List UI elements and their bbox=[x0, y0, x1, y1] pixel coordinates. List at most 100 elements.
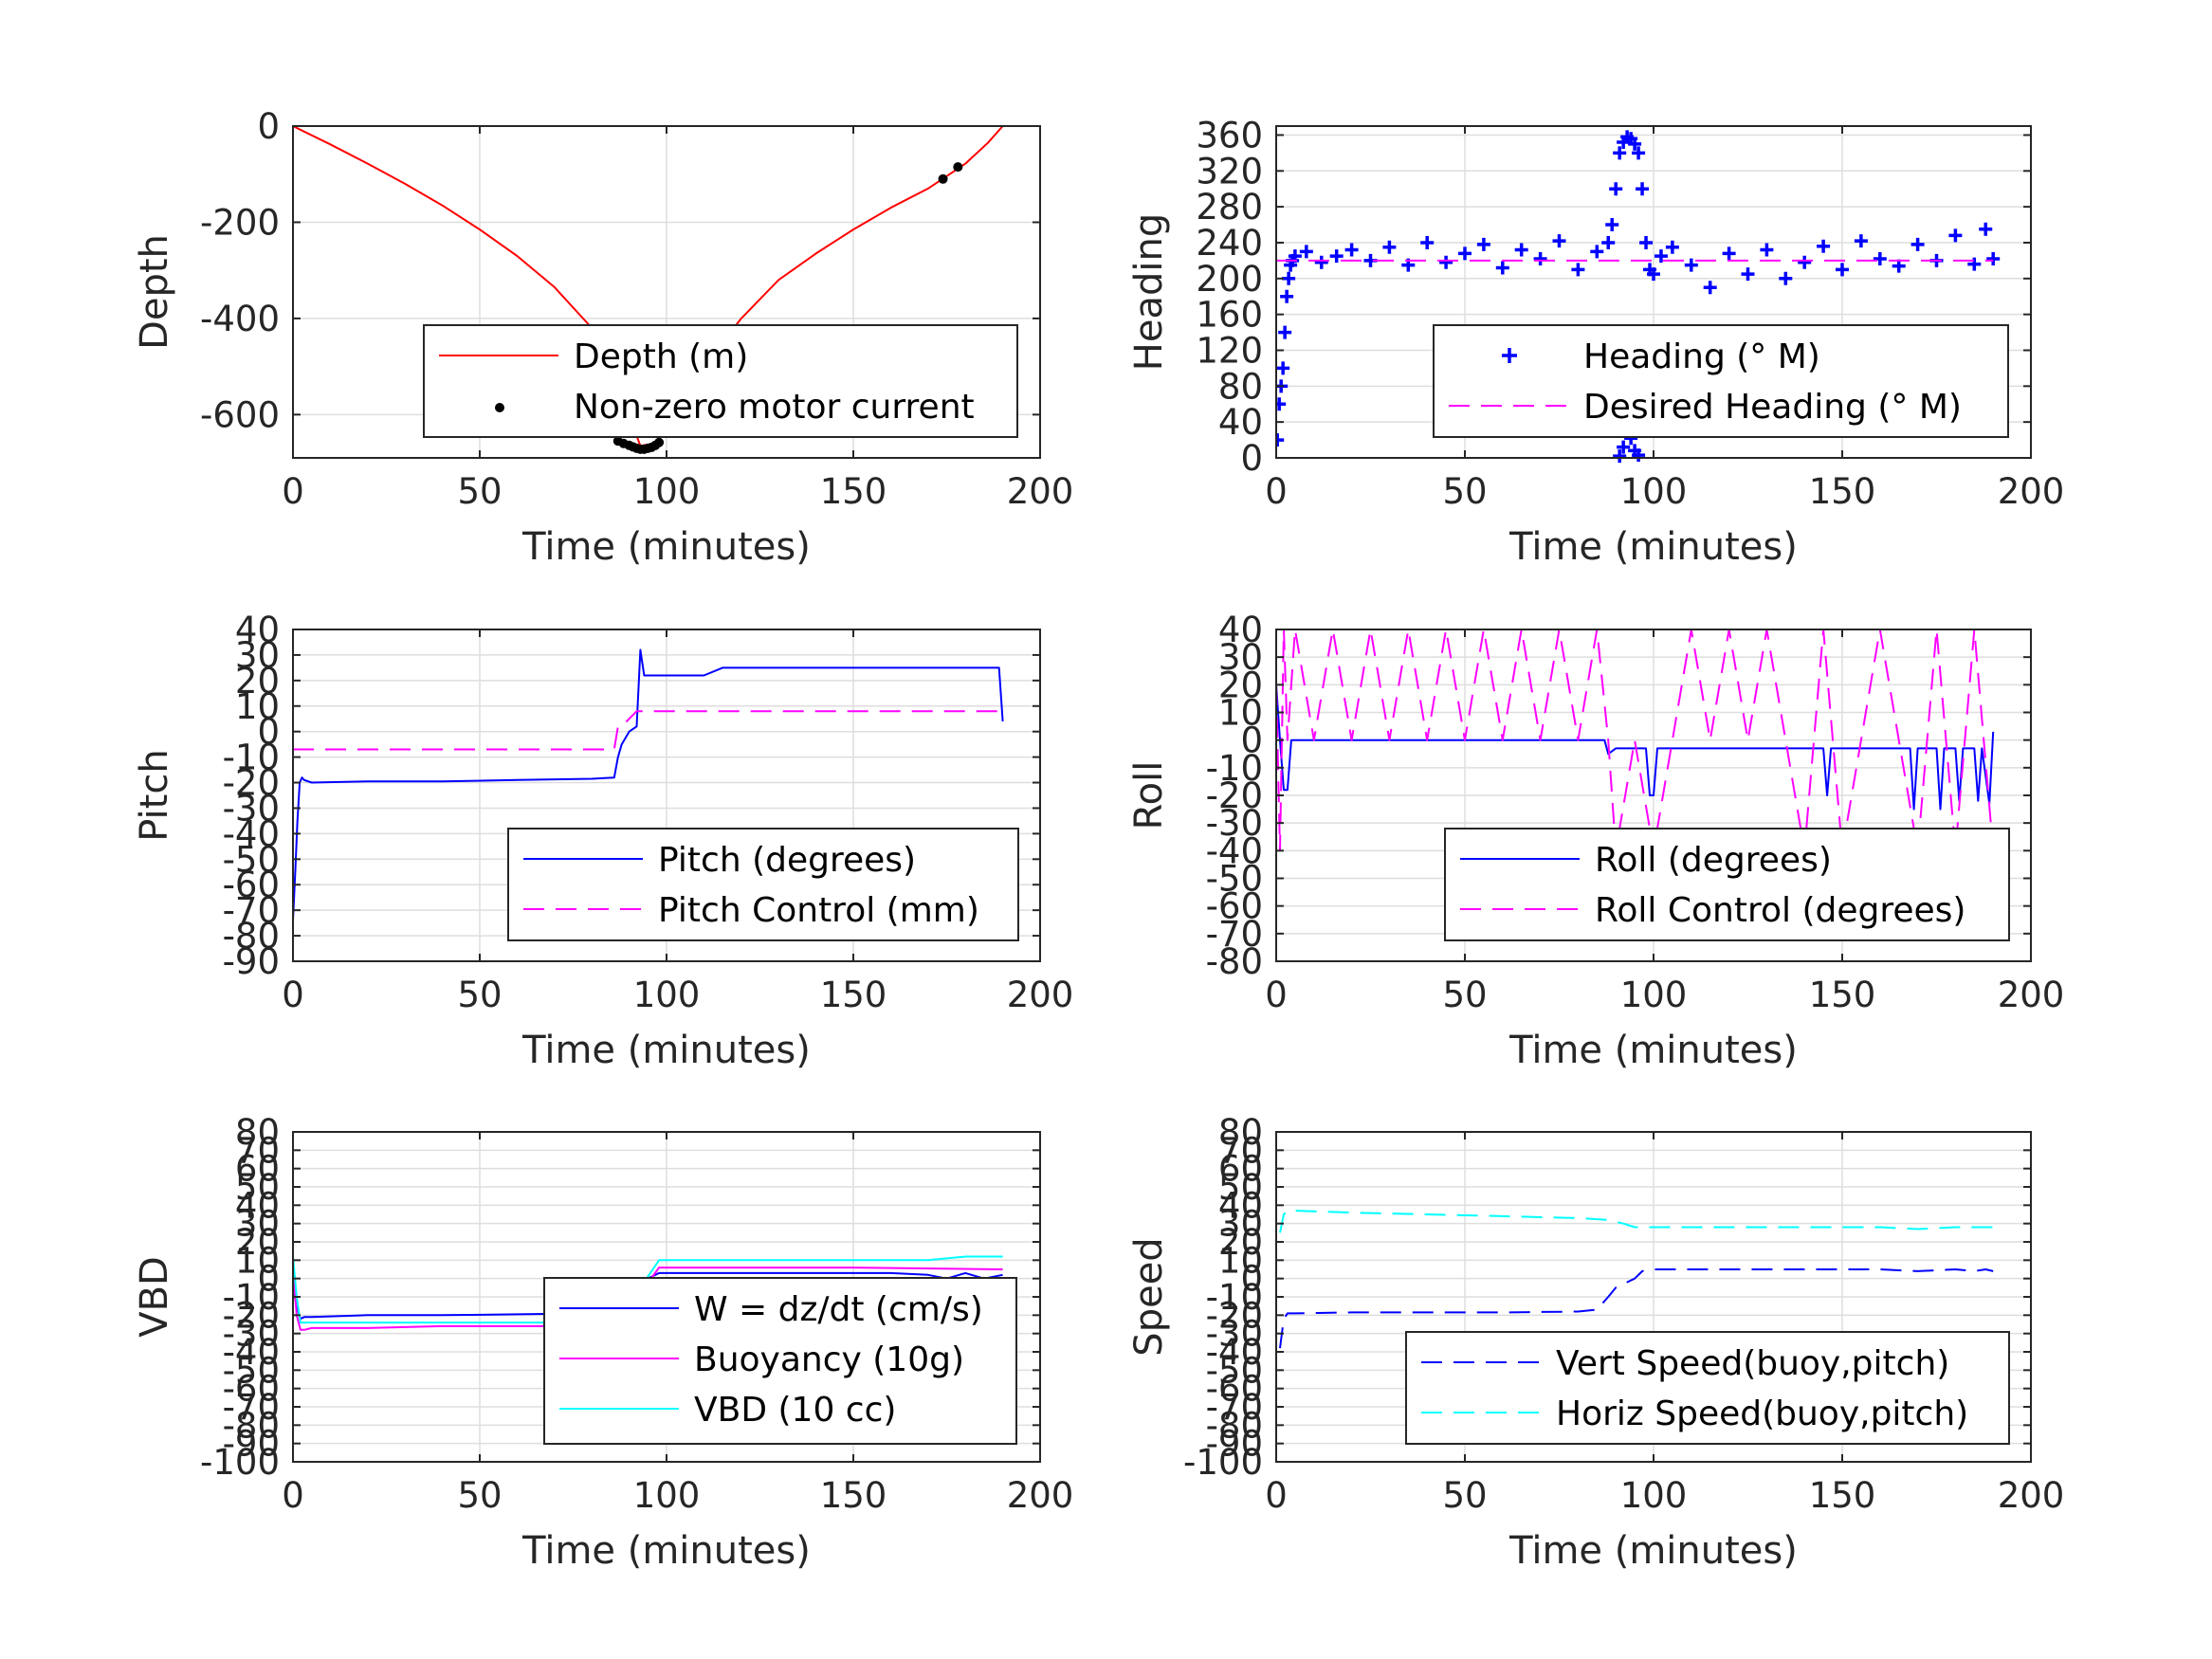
x-tick-label: 100 bbox=[633, 975, 701, 1015]
legend-label: Buoyancy (10g) bbox=[694, 1340, 964, 1379]
data-point bbox=[1892, 259, 1906, 273]
data-point bbox=[1979, 222, 1993, 236]
data-point bbox=[1420, 235, 1435, 249]
data-point bbox=[1779, 271, 1793, 285]
subplot-6: 0 50 100 150 200-100-90-80-70-60-50-40-30-20… bbox=[1127, 1112, 2064, 1573]
legend-label: Desired Heading (° M) bbox=[1583, 388, 1962, 427]
data-point bbox=[1798, 255, 1812, 269]
data-point bbox=[1654, 249, 1668, 264]
y-tick-label: -30 bbox=[1206, 803, 1263, 844]
subplot-2: 0 50 100 150 20004080120160200240280320360Ti… bbox=[1127, 115, 2064, 569]
x-tick-label: 100 bbox=[633, 471, 701, 512]
data-point bbox=[1632, 448, 1646, 463]
x-tick-label: 200 bbox=[1007, 471, 1074, 512]
x-axis-label: Time (minutes) bbox=[1508, 1529, 1798, 1573]
data-point bbox=[1533, 252, 1547, 265]
y-tick-label: 30 bbox=[235, 635, 280, 676]
legend-label: Non-zero motor current bbox=[574, 388, 975, 427]
y-tick-label: -90 bbox=[223, 1424, 280, 1465]
legend-label: Heading (° M) bbox=[1583, 337, 1820, 376]
y-tick-label: -70 bbox=[223, 1387, 280, 1428]
data-point bbox=[1278, 325, 1292, 339]
data-point bbox=[1647, 267, 1660, 282]
y-tick-label: 40 bbox=[1218, 1185, 1263, 1226]
y-axis-label: Speed bbox=[1127, 1237, 1171, 1356]
y-tick-label: -400 bbox=[200, 299, 280, 339]
y-axis-label: Depth bbox=[133, 234, 176, 350]
x-tick-label: 0 bbox=[1265, 471, 1288, 512]
x-tick-label: 50 bbox=[1442, 471, 1487, 512]
y-tick-label: 240 bbox=[1196, 223, 1263, 264]
ticks: 0 50 100 150 200 -600 -400 -200 0 bbox=[200, 106, 1073, 512]
series-line bbox=[293, 648, 1004, 921]
y-tick-label: 120 bbox=[1196, 330, 1263, 371]
y-tick-label: 20 bbox=[1218, 665, 1263, 705]
data-point bbox=[1280, 289, 1294, 303]
subplot-5: 0 50 100 150 200-100-90-80-70-60-50-40-30-20… bbox=[133, 1112, 1073, 1573]
y-tick-label: -200 bbox=[200, 202, 280, 243]
x-axis-label: Time (minutes) bbox=[521, 1529, 811, 1573]
data-point bbox=[1276, 361, 1290, 375]
data-point bbox=[1329, 249, 1344, 264]
data-point bbox=[1590, 245, 1604, 259]
data-point bbox=[1639, 235, 1654, 249]
y-tick-label: 40 bbox=[1218, 610, 1263, 650]
x-tick-label: 150 bbox=[820, 471, 887, 512]
x-axis-label: Time (minutes) bbox=[521, 525, 811, 569]
data-point bbox=[1514, 243, 1528, 257]
data-point bbox=[654, 437, 665, 447]
y-tick-label: -30 bbox=[1206, 1314, 1263, 1355]
y-tick-label: -50 bbox=[223, 1350, 280, 1391]
data-point bbox=[1552, 234, 1566, 248]
y-tick-label: 50 bbox=[235, 1167, 280, 1208]
x-tick-label: 0 bbox=[1265, 975, 1288, 1015]
legend: Pitch (degrees) Pitch Control (mm) bbox=[507, 828, 1019, 941]
y-tick-label: -40 bbox=[1206, 830, 1263, 871]
legend: Roll (degrees) Roll Control (degrees) bbox=[1444, 828, 2010, 941]
ticks: 0 50 100 150 200-100-90-80-70-60-50-40-30-20… bbox=[1183, 1112, 2064, 1516]
data-point bbox=[1817, 239, 1831, 253]
x-tick-label: 0 bbox=[282, 1475, 304, 1516]
y-tick-label: -80 bbox=[223, 916, 280, 957]
data-point bbox=[1276, 397, 1287, 411]
data-point bbox=[1458, 246, 1472, 261]
data-point bbox=[1665, 240, 1679, 254]
y-tick-label: -40 bbox=[1206, 1332, 1263, 1373]
x-axis-label: Time (minutes) bbox=[1508, 1029, 1798, 1072]
data-point bbox=[1703, 281, 1717, 295]
legend-marker bbox=[1502, 348, 1517, 363]
data-point bbox=[1873, 252, 1887, 265]
y-tick-label: -80 bbox=[1206, 941, 1263, 982]
data-point bbox=[1684, 258, 1698, 272]
legend-box bbox=[1433, 324, 2009, 438]
y-tick-label: 60 bbox=[235, 1149, 280, 1190]
x-axis-label: Time (minutes) bbox=[1508, 525, 1798, 569]
x-tick-label: 50 bbox=[457, 1475, 502, 1516]
data-point bbox=[1967, 257, 1982, 271]
series-line bbox=[1279, 1268, 1994, 1349]
y-tick-label: -50 bbox=[1206, 859, 1263, 900]
subplot-1: 0 50 100 150 200 -600 -400 -200 0 Time (minutes) D… bbox=[133, 106, 1073, 569]
y-tick-label: 50 bbox=[1218, 1167, 1263, 1208]
y-tick-label: 30 bbox=[1218, 1204, 1263, 1245]
x-tick-label: 100 bbox=[1620, 1475, 1688, 1516]
data-point bbox=[1948, 228, 1963, 243]
y-tick-label: -10 bbox=[223, 1277, 280, 1318]
x-tick-label: 100 bbox=[1620, 975, 1688, 1015]
legend: W = dz/dt (cm/s) Buoyancy (10g) VBD (10 cc… bbox=[543, 1277, 1017, 1445]
y-tick-label: 60 bbox=[1218, 1149, 1263, 1190]
y-tick-label: 70 bbox=[235, 1130, 280, 1171]
y-tick-label: 0 bbox=[1240, 720, 1263, 761]
x-tick-label: 150 bbox=[1809, 975, 1876, 1015]
legend-box bbox=[423, 324, 1018, 438]
data-point bbox=[1613, 449, 1627, 464]
x-tick-label: 150 bbox=[1809, 471, 1876, 512]
legend-box bbox=[1444, 828, 2010, 941]
x-tick-label: 50 bbox=[457, 975, 502, 1015]
y-tick-label: -100 bbox=[200, 1442, 280, 1483]
y-tick-label: -40 bbox=[223, 1332, 280, 1373]
legend-label: Roll Control (degrees) bbox=[1595, 891, 1965, 930]
y-tick-label: 0 bbox=[1240, 438, 1263, 479]
data-point bbox=[1722, 246, 1736, 261]
